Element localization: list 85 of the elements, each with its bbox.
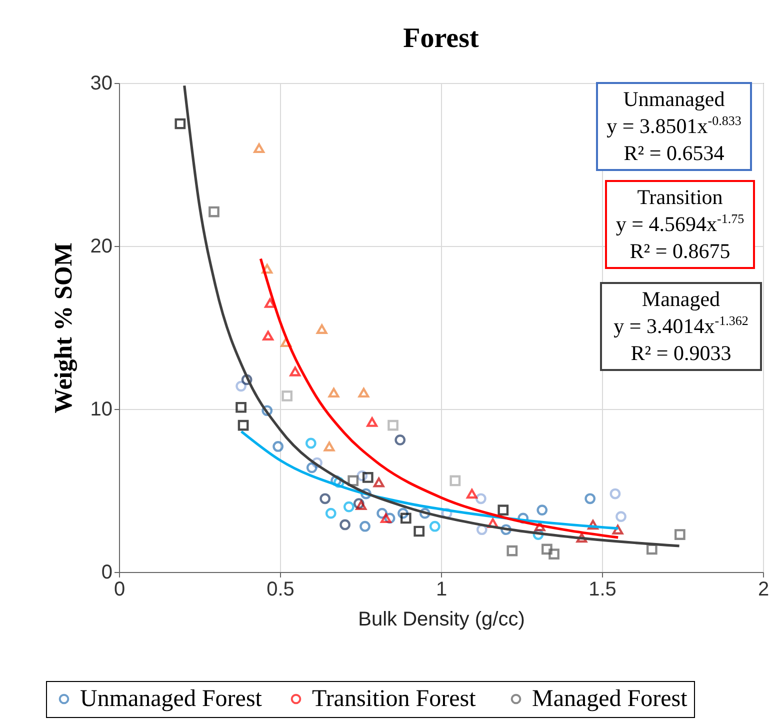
y-tick-label: 20 (90, 236, 112, 258)
point (584, 493, 596, 504)
point (312, 457, 322, 468)
point (518, 512, 529, 524)
point (358, 388, 370, 398)
point (500, 524, 512, 536)
point (236, 402, 246, 413)
point (506, 545, 518, 556)
point (476, 524, 488, 536)
x-axis-title: Bulk Density (g/cc) (358, 608, 525, 630)
point (498, 504, 509, 516)
point (343, 501, 354, 512)
point (542, 544, 552, 555)
point (241, 374, 252, 386)
point (414, 526, 425, 537)
point (394, 434, 406, 446)
point (487, 518, 498, 528)
point (588, 520, 598, 530)
y-tick-label: 10 (90, 398, 112, 420)
point (356, 500, 367, 510)
point (324, 442, 335, 452)
point (320, 493, 331, 504)
annotation: Unmanaged y = 3.8501x$^{-0.833}$ R² = 0.6534 (596, 82, 752, 171)
point (476, 493, 486, 504)
point (254, 143, 264, 154)
point (536, 504, 548, 516)
point (441, 508, 452, 519)
point (373, 478, 384, 488)
annotation: Transition y = 4.5694x$^{-1.75}$ R² = 0.8675 (605, 180, 755, 269)
point (534, 522, 546, 532)
point (325, 508, 336, 519)
point (362, 472, 374, 483)
point (316, 324, 328, 334)
point (262, 405, 273, 416)
point (236, 380, 246, 392)
point (612, 524, 624, 534)
point (305, 438, 316, 449)
point (366, 417, 378, 427)
legend-label: Transition Forest (312, 686, 476, 712)
x-tick-label: 2 (758, 578, 770, 600)
y-tick-label: 0 (101, 562, 112, 584)
point (360, 520, 370, 532)
point (466, 488, 478, 499)
point (576, 532, 588, 543)
point (208, 206, 220, 218)
point (340, 519, 350, 530)
point (429, 520, 440, 532)
legend-label: Managed Forest (532, 686, 688, 712)
x-tick-label: 1 (436, 578, 448, 600)
point (353, 498, 364, 509)
point (376, 508, 388, 519)
point (646, 544, 658, 555)
point (398, 508, 408, 519)
point (360, 488, 372, 500)
y-axis-title: Weight % SOM (50, 242, 78, 414)
point (356, 470, 368, 482)
annotation: Managed y = 3.4014x$^{-1.362}$ R² = 0.9033 (600, 282, 762, 371)
point (548, 548, 560, 560)
point (328, 388, 340, 398)
point (290, 366, 301, 376)
point (674, 529, 686, 540)
point (262, 330, 274, 340)
point (238, 420, 249, 431)
point (264, 298, 276, 308)
x-tick-label: 0.5 (266, 578, 294, 600)
point (610, 488, 621, 500)
point (380, 513, 392, 524)
point (616, 511, 626, 522)
point (262, 264, 273, 274)
point (384, 512, 396, 524)
point (174, 118, 186, 130)
chart-title: Forest (403, 23, 480, 54)
point (282, 390, 293, 402)
point (400, 512, 412, 524)
point (306, 462, 318, 474)
point (388, 420, 398, 431)
y-tick-label: 30 (90, 72, 112, 94)
legend-label: Unmanaged Forest (80, 686, 262, 712)
point (419, 508, 430, 519)
point (450, 475, 461, 486)
point (280, 337, 292, 348)
point (272, 441, 284, 452)
x-tick-label: 1.5 (588, 578, 616, 600)
point (532, 529, 544, 540)
point (348, 475, 359, 486)
